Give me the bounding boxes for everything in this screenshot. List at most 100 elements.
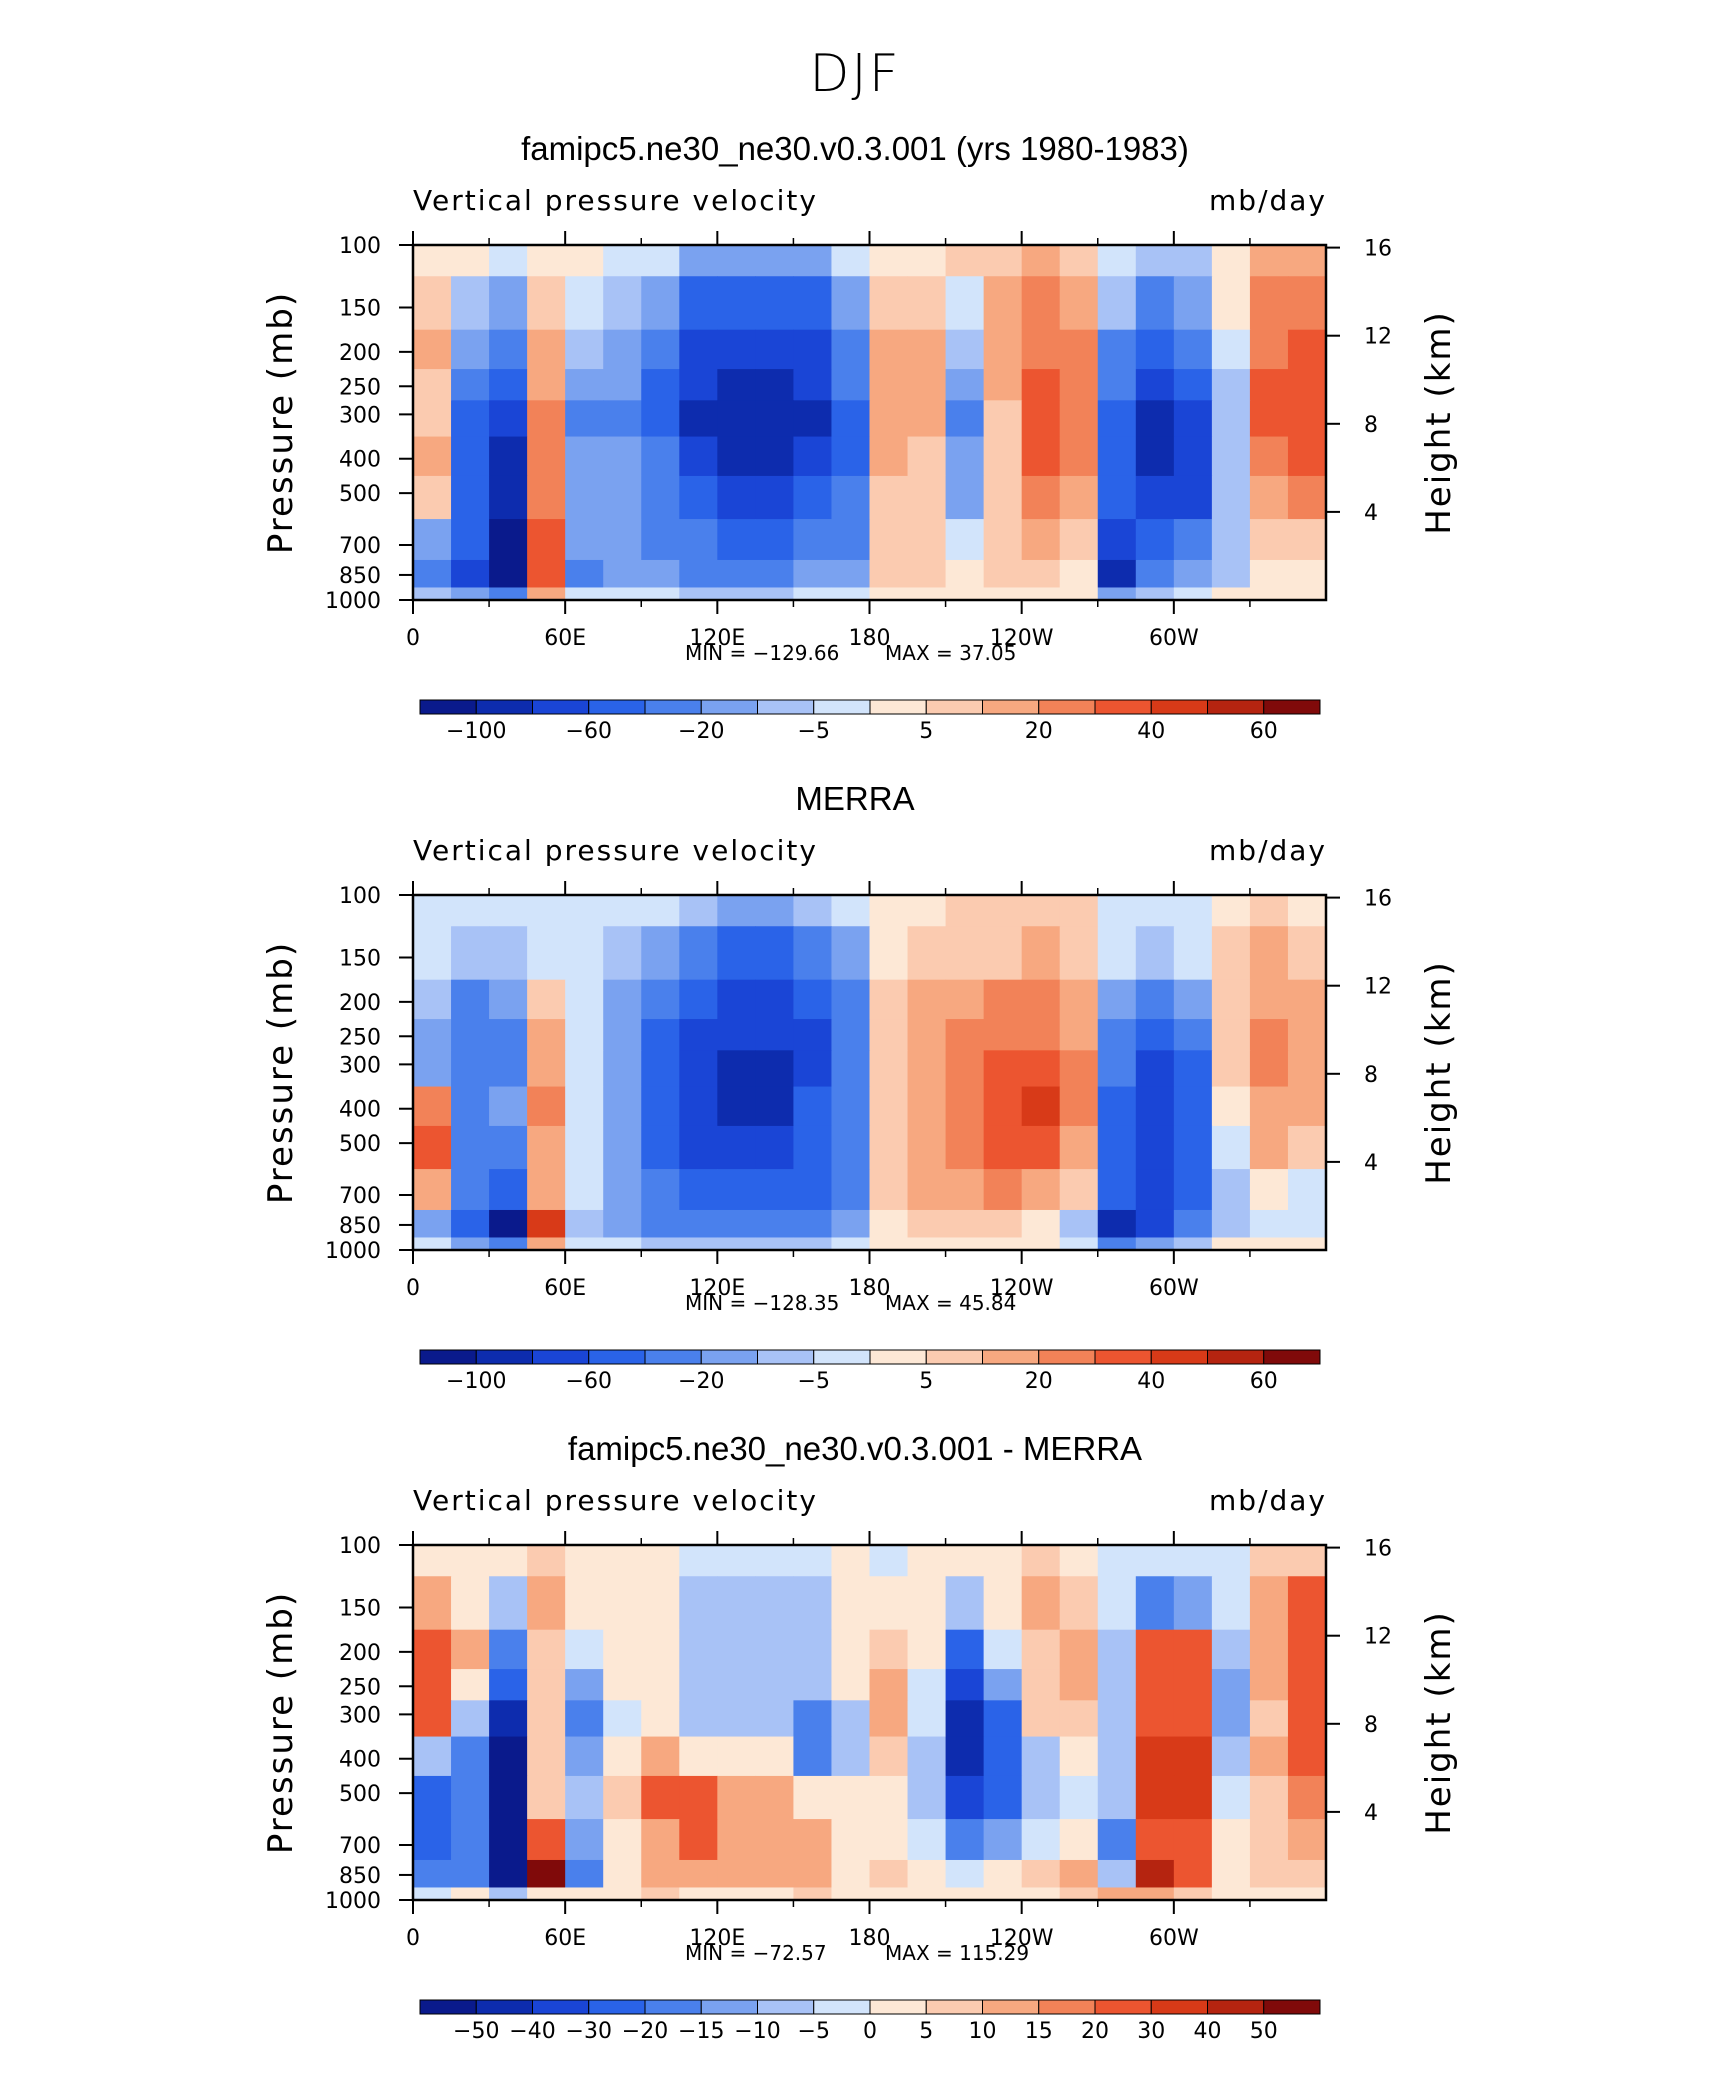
heatmap-cell [679,1019,718,1051]
heatmap-cell [945,1019,985,1051]
heatmap-cell [451,1209,490,1239]
heatmap-cell [679,1086,718,1127]
heatmap-cell [527,1237,566,1251]
x-tick-label: 180 [849,1276,891,1301]
min-value-text: MIN = −128.35 [685,1291,839,1315]
heatmap-cell [1211,1576,1251,1631]
heatmap-cell [907,979,947,1020]
heatmap-cell [869,1019,909,1051]
heatmap-cell [565,519,604,561]
heatmap-cell [1059,519,1099,561]
heatmap-cell [1135,1050,1175,1088]
heatmap-cell [907,1209,947,1239]
heatmap-cell [945,895,985,927]
heatmap-cell [983,1775,1023,1820]
heatmap-cell [907,1736,947,1777]
heatmap-cell [869,1209,909,1239]
heatmap-cell [679,979,718,1020]
heatmap-cell [641,1775,680,1820]
heatmap-cell [907,1669,947,1701]
max-value-text: MAX = 45.84 [885,1291,1016,1315]
heatmap-cell [1249,1887,1289,1901]
colorbar-swatch [1263,699,1321,715]
heatmap-cell [755,1700,795,1738]
heatmap-cell [1097,1019,1137,1051]
heatmap-cell [831,1169,871,1211]
heatmap-cell [945,276,985,331]
heatmap-cell [945,1775,985,1820]
heatmap-cell [831,1700,871,1738]
heatmap-cell [907,1545,947,1577]
heatmap-cell [1021,1125,1061,1170]
heatmap-cell [1287,926,1327,981]
heatmap-cell [869,559,909,589]
heatmap-cell [869,1859,909,1889]
heatmap-cell [1173,1859,1213,1889]
heatmap-cell [1211,519,1251,561]
x-tick-label: 60W [1149,626,1199,651]
y2-tick-label: 12 [1364,1625,1392,1650]
heatmap-cell [451,1237,490,1251]
heatmap-cell [679,436,718,477]
heatmap-cell [945,245,985,277]
heatmap-cell [527,1700,566,1738]
x-tick-label: 60E [544,1926,586,1951]
heatmap-cell [1249,1086,1289,1127]
heatmap-cell [489,1209,528,1239]
heatmap-cell [1135,1736,1175,1777]
y2-tick-label: 8 [1364,413,1378,438]
heatmap-cell [1097,1775,1137,1820]
heatmap-cell [1097,369,1137,401]
heatmap-cell [1287,329,1327,370]
heatmap-cell [907,926,947,981]
heatmap-cell [1249,1819,1289,1861]
heatmap-cell [1173,1237,1213,1251]
heatmap-cell [831,587,871,601]
heatmap-cell [641,519,680,561]
heatmap-cell [413,1019,452,1051]
heatmap-cell [527,436,566,477]
heatmap-cell [1059,400,1099,438]
heatmap-cell [1287,369,1327,401]
heatmap-cell [793,1125,833,1170]
heatmap-cell [1021,1237,1061,1251]
y-axis-title: Pressure (mb) [261,1591,301,1854]
heatmap-cell [451,559,490,589]
y-tick-label: 850 [339,564,381,589]
heatmap-cell [717,436,756,477]
heatmap-cell [1211,1669,1251,1701]
heatmap-cell [1211,1086,1251,1127]
heatmap-cell [1287,1887,1327,1901]
colorbar-label: 5 [919,2019,933,2044]
heatmap-cell [907,1629,947,1670]
heatmap-cell [1173,1775,1213,1820]
heatmap-cell [1135,1019,1175,1051]
heatmap-cell [679,475,718,520]
heatmap-cell [1287,475,1327,520]
heatmap-cell [1135,1887,1175,1901]
heatmap-cell [1173,1050,1213,1088]
heatmap-cell [603,1050,642,1088]
heatmap-cell [1211,245,1251,277]
x-tick-label: 120W [990,1926,1054,1951]
heatmap-cell [527,587,566,601]
heatmap-cell [603,436,642,477]
heatmap-cell [1211,1019,1251,1051]
heatmap-cell [413,1859,452,1889]
y-tick-label: 200 [339,991,381,1016]
heatmap-cell [1249,926,1289,981]
heatmap-cell [869,587,909,601]
heatmap-cell [945,475,985,520]
heatmap-cell [1097,1700,1137,1738]
heatmap-cell [1287,1237,1327,1251]
heatmap-cell [1249,587,1289,601]
heatmap-cell [869,1669,909,1701]
colorbar-swatch [588,1999,646,2015]
colorbar-swatch [813,1349,871,1365]
heatmap-cell [679,1050,718,1088]
heatmap-cell [413,1669,452,1701]
heatmap-cell [1287,1775,1327,1820]
colorbar-label: −20 [622,2019,668,2044]
heatmap-cell [641,1736,680,1777]
heatmap-cell [869,1545,909,1577]
